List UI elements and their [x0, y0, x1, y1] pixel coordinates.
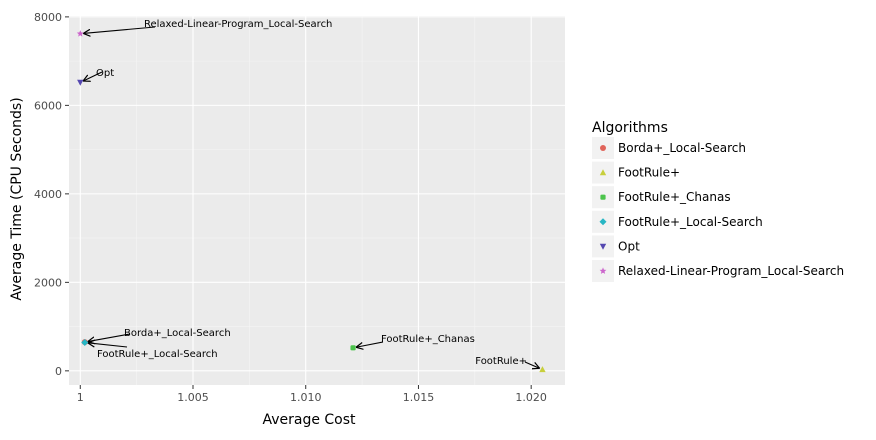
- x-axis: 1 1.005 1.010 1.015 1.020: [77, 385, 547, 404]
- annotations: Relaxed-Linear-Program_Local-Search Opt Bo…: [83, 19, 540, 368]
- data-points: [76, 30, 546, 373]
- x-tick-label: 1.020: [515, 391, 547, 404]
- annotation-arrow: [356, 341, 384, 347]
- legend-symbol: [599, 218, 607, 226]
- data-point: [81, 339, 89, 347]
- annotation-label: Relaxed-Linear-Program_Local-Search: [144, 19, 332, 30]
- legend-label: FootRule+_Local-Search: [618, 215, 763, 229]
- y-tick-label: 8000: [34, 11, 62, 24]
- major-gridlines: [69, 16, 565, 385]
- legend-symbol: [599, 243, 607, 250]
- legend-label: Borda+_Local-Search: [618, 141, 746, 155]
- legend-symbol: [599, 267, 607, 274]
- x-tick-label: 1: [77, 391, 84, 404]
- data-point: [76, 30, 84, 37]
- legend: Algorithms Borda+_Local-Search FootRule+ F…: [592, 120, 844, 282]
- annotation-label: FootRule+_Chanas: [381, 334, 475, 345]
- legend-label: Relaxed-Linear-Program_Local-Search: [618, 264, 844, 278]
- legend-symbol: [600, 194, 606, 200]
- x-axis-title: Average Cost: [262, 412, 356, 428]
- legend-label: FootRule+: [618, 166, 680, 180]
- y-tick-label: 6000: [34, 99, 62, 112]
- y-tick-label: 2000: [34, 276, 62, 289]
- data-point: [539, 366, 546, 373]
- legend-symbol: [600, 145, 606, 151]
- annotation-label: Borda+_Local-Search: [124, 328, 231, 339]
- annotation-label: FootRule+: [475, 356, 527, 367]
- legend-symbol: [599, 169, 607, 176]
- legend-label: Opt: [618, 239, 640, 253]
- y-axis: 0 2000 4000 6000 8000: [34, 11, 69, 378]
- annotation-arrow: [524, 361, 540, 368]
- annotation-label: FootRule+_Local-Search: [97, 349, 218, 360]
- y-axis-title: Average Time (CPU Seconds): [9, 97, 25, 300]
- annotation-arrow: [88, 343, 128, 347]
- x-tick-label: 1.015: [403, 391, 435, 404]
- annotation-arrow: [83, 71, 103, 81]
- annotation-label: Opt: [96, 68, 114, 79]
- data-point: [77, 79, 84, 86]
- x-tick-label: 1.010: [290, 391, 322, 404]
- minor-gridlines: [69, 16, 565, 385]
- plot-panel: [69, 16, 565, 385]
- y-tick-label: 4000: [34, 188, 62, 201]
- x-tick-label: 1.005: [177, 391, 209, 404]
- legend-title: Algorithms: [592, 120, 668, 136]
- data-point: [350, 345, 356, 351]
- legend-label: FootRule+_Chanas: [618, 190, 731, 204]
- y-tick-label: 0: [55, 365, 62, 378]
- annotation-arrow: [83, 26, 156, 33]
